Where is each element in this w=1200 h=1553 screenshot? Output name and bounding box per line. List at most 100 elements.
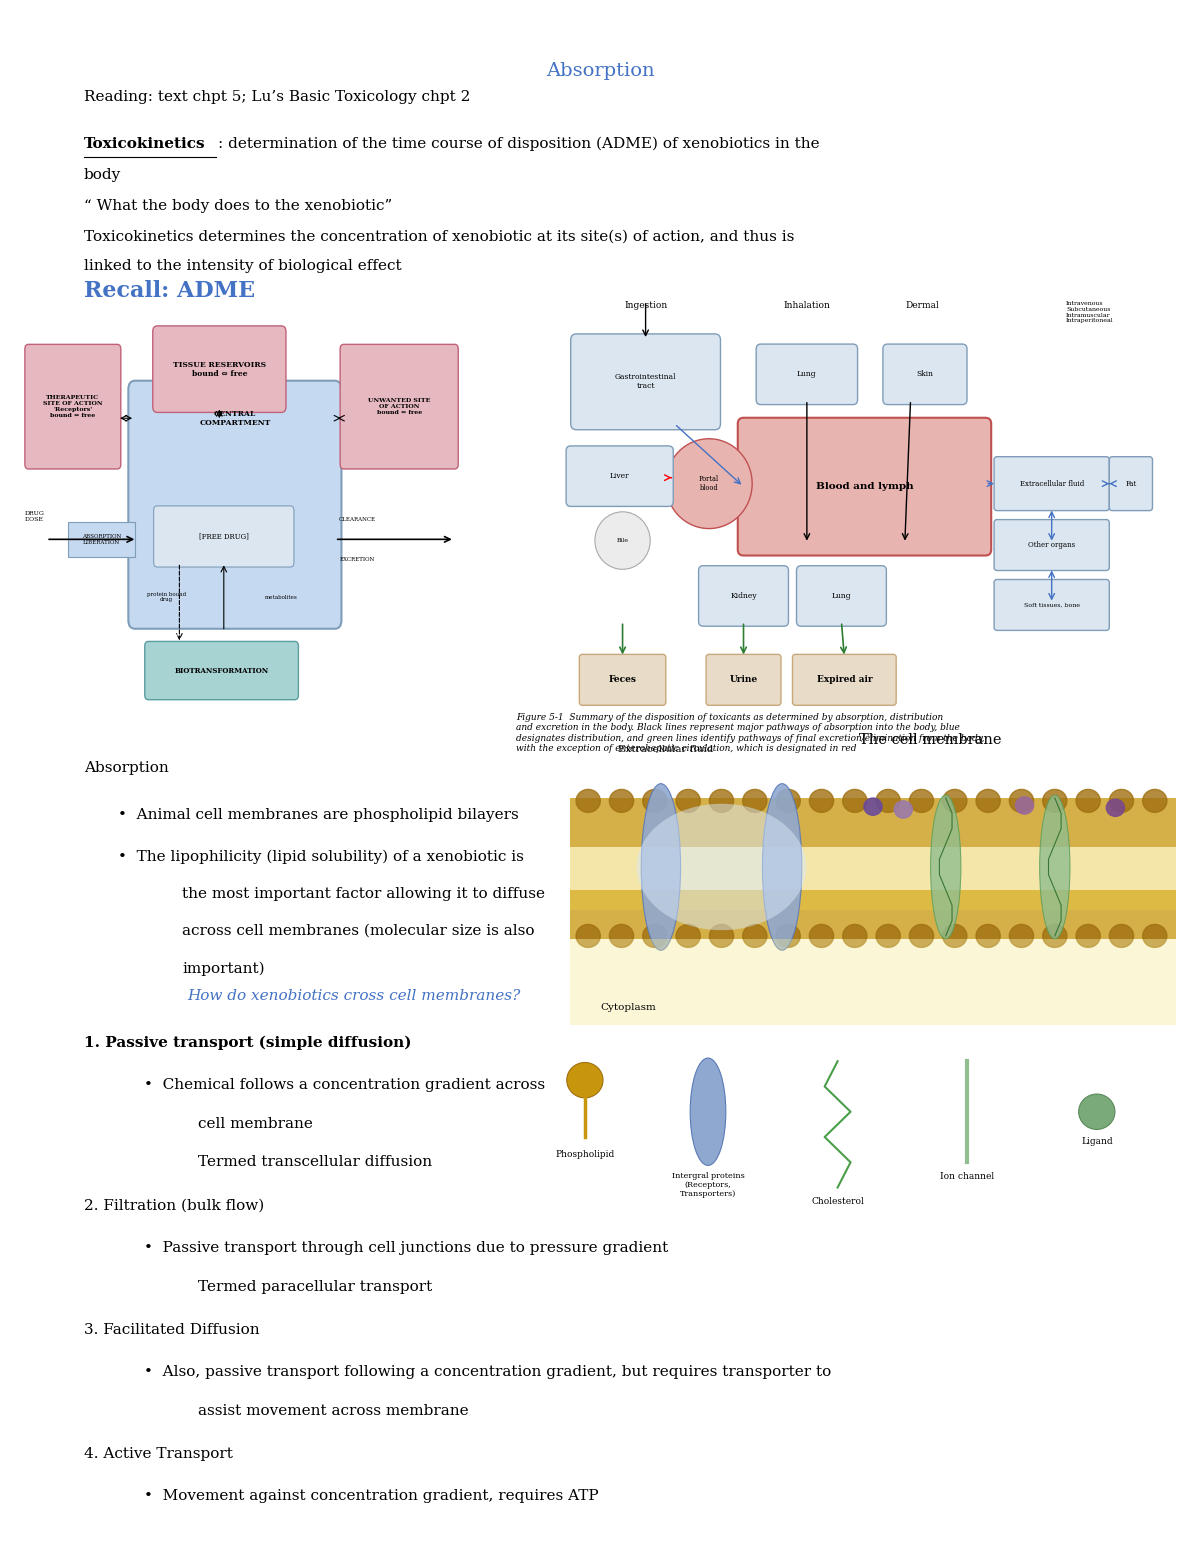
FancyBboxPatch shape xyxy=(994,520,1109,570)
Bar xyxy=(570,798,1176,846)
Text: Soft tissues, bone: Soft tissues, bone xyxy=(1024,603,1080,607)
FancyBboxPatch shape xyxy=(738,418,991,556)
Circle shape xyxy=(610,789,634,812)
Circle shape xyxy=(576,924,600,947)
Ellipse shape xyxy=(641,784,680,950)
Text: Cholesterol: Cholesterol xyxy=(811,1197,864,1207)
Text: Blood and lymph: Blood and lymph xyxy=(816,481,913,491)
Text: Phospholipid: Phospholipid xyxy=(556,1149,614,1159)
Text: •  Chemical follows a concentration gradient across: • Chemical follows a concentration gradi… xyxy=(144,1078,545,1092)
Text: Cytoplasm: Cytoplasm xyxy=(600,1003,656,1013)
Bar xyxy=(570,846,1176,910)
Text: Gastrointestinal
tract: Gastrointestinal tract xyxy=(614,373,677,390)
FancyBboxPatch shape xyxy=(571,334,720,430)
Text: 1. Passive transport (simple diffusion): 1. Passive transport (simple diffusion) xyxy=(84,1036,412,1050)
FancyBboxPatch shape xyxy=(756,345,858,405)
Circle shape xyxy=(743,924,767,947)
FancyBboxPatch shape xyxy=(1109,457,1152,511)
Text: Inhalation: Inhalation xyxy=(784,301,830,311)
Text: Ligand: Ligand xyxy=(1081,1137,1112,1146)
Text: UNWANTED SITE
OF ACTION
bound ⇔ free: UNWANTED SITE OF ACTION bound ⇔ free xyxy=(368,399,431,415)
Circle shape xyxy=(643,924,667,947)
Text: Liver: Liver xyxy=(610,472,630,480)
Ellipse shape xyxy=(1039,795,1070,938)
Bar xyxy=(570,938,1176,1025)
Circle shape xyxy=(976,789,1001,812)
Circle shape xyxy=(876,789,900,812)
Text: Urine: Urine xyxy=(730,676,757,685)
FancyBboxPatch shape xyxy=(706,654,781,705)
Circle shape xyxy=(1109,789,1134,812)
Text: Toxicokinetics: Toxicokinetics xyxy=(84,137,205,151)
Circle shape xyxy=(943,789,967,812)
Circle shape xyxy=(943,924,967,947)
Text: Kidney: Kidney xyxy=(731,592,757,599)
Text: Lung: Lung xyxy=(832,592,851,599)
Text: Reading: text chpt 5; Lu’s Basic Toxicology chpt 2: Reading: text chpt 5; Lu’s Basic Toxicol… xyxy=(84,90,470,104)
Text: Dermal: Dermal xyxy=(905,301,938,311)
Circle shape xyxy=(910,924,934,947)
Text: •  Animal cell membranes are phospholipid bilayers: • Animal cell membranes are phospholipid… xyxy=(118,808,518,822)
Text: Other organs: Other organs xyxy=(1028,540,1075,550)
Circle shape xyxy=(610,924,634,947)
Text: Skin: Skin xyxy=(917,370,934,377)
Text: Lung: Lung xyxy=(797,370,817,377)
Circle shape xyxy=(842,789,866,812)
Text: [FREE DRUG]: [FREE DRUG] xyxy=(199,533,248,540)
Text: Intergral proteins
(Receptors,
Transporters): Intergral proteins (Receptors, Transport… xyxy=(672,1173,744,1197)
Circle shape xyxy=(676,924,701,947)
Text: across cell membranes (molecular size is also: across cell membranes (molecular size is… xyxy=(182,924,535,938)
Text: the most important factor allowing it to diffuse: the most important factor allowing it to… xyxy=(182,887,546,901)
FancyBboxPatch shape xyxy=(152,326,286,413)
FancyBboxPatch shape xyxy=(883,345,967,405)
Circle shape xyxy=(776,789,800,812)
Text: THERAPEUTIC
SITE OF ACTION
'Receptors'
bound ⇔ free: THERAPEUTIC SITE OF ACTION 'Receptors' b… xyxy=(43,396,103,418)
FancyBboxPatch shape xyxy=(154,506,294,567)
Text: CENTRAL
COMPARTMENT: CENTRAL COMPARTMENT xyxy=(199,410,270,427)
Circle shape xyxy=(1015,797,1033,814)
Circle shape xyxy=(1009,789,1033,812)
Circle shape xyxy=(1079,1093,1115,1129)
Text: 4. Active Transport: 4. Active Transport xyxy=(84,1447,233,1461)
Text: linked to the intensity of biological effect: linked to the intensity of biological ef… xyxy=(84,259,402,273)
Text: Toxicokinetics determines the concentration of xenobiotic at its site(s) of acti: Toxicokinetics determines the concentrat… xyxy=(84,230,794,244)
FancyBboxPatch shape xyxy=(340,345,458,469)
Text: Absorption: Absorption xyxy=(84,761,169,775)
Circle shape xyxy=(876,924,900,947)
Text: EXCRETION: EXCRETION xyxy=(340,558,374,562)
Text: Absorption: Absorption xyxy=(546,62,654,81)
Circle shape xyxy=(709,924,733,947)
Text: metabolites: metabolites xyxy=(265,595,298,599)
Text: The cell membrane: The cell membrane xyxy=(859,733,1001,747)
Polygon shape xyxy=(68,522,134,556)
FancyBboxPatch shape xyxy=(994,457,1109,511)
FancyBboxPatch shape xyxy=(994,579,1109,631)
Circle shape xyxy=(1106,800,1124,817)
Text: important): important) xyxy=(182,961,265,975)
Text: 2. Filtration (bulk flow): 2. Filtration (bulk flow) xyxy=(84,1199,264,1213)
Text: 3. Facilitated Diffusion: 3. Facilitated Diffusion xyxy=(84,1323,259,1337)
Ellipse shape xyxy=(762,784,802,950)
Circle shape xyxy=(576,789,600,812)
Circle shape xyxy=(842,924,866,947)
Circle shape xyxy=(910,789,934,812)
FancyBboxPatch shape xyxy=(25,345,121,469)
Text: Termed paracellular transport: Termed paracellular transport xyxy=(198,1280,432,1294)
Circle shape xyxy=(809,789,834,812)
Text: •  Passive transport through cell junctions due to pressure gradient: • Passive transport through cell junctio… xyxy=(144,1241,668,1255)
Ellipse shape xyxy=(930,795,961,938)
Text: Recall: ADME: Recall: ADME xyxy=(84,280,256,301)
Text: Portal
blood: Portal blood xyxy=(698,475,719,492)
Text: Ingestion: Ingestion xyxy=(624,301,667,311)
Circle shape xyxy=(709,789,733,812)
Text: Fat: Fat xyxy=(1126,480,1136,488)
Circle shape xyxy=(566,1062,604,1098)
Text: cell membrane: cell membrane xyxy=(198,1117,313,1131)
Text: Bile: Bile xyxy=(617,537,629,544)
Circle shape xyxy=(864,798,882,815)
FancyBboxPatch shape xyxy=(797,565,887,626)
Text: Ion channel: Ion channel xyxy=(940,1173,995,1180)
Text: Feces: Feces xyxy=(608,676,636,685)
Text: How do xenobiotics cross cell membranes?: How do xenobiotics cross cell membranes? xyxy=(187,989,521,1003)
Text: Intravenous
Subcutaneous
Intramuscular
Intraperitoneal: Intravenous Subcutaneous Intramuscular I… xyxy=(1066,301,1114,323)
